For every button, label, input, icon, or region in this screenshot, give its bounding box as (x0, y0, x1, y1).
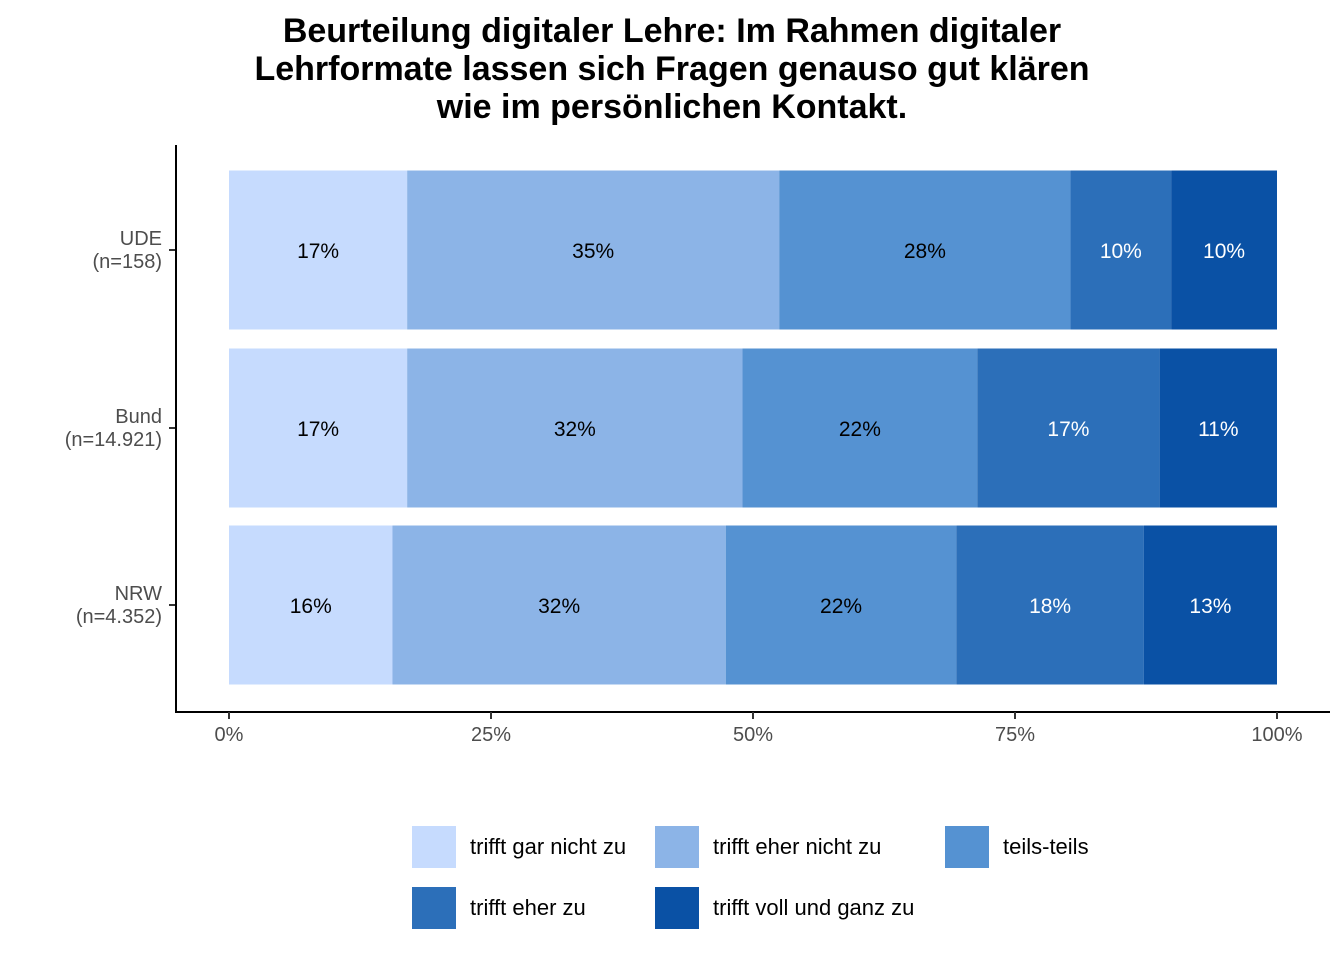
bar-data-label: 22% (839, 418, 881, 441)
bar-data-label: 17% (297, 418, 339, 441)
bar-segment (229, 348, 408, 508)
bar-data-label: 18% (1029, 595, 1071, 618)
y-tick-label-name: Bund (115, 406, 162, 428)
bars-layer: 17% 35% 28% 10% 10% 17% 32% 22% 17% 11% 16% 32% 22% 1… (229, 170, 1277, 685)
bar-data-label: 17% (1047, 418, 1089, 441)
bar-data-label: 10% (1100, 240, 1142, 263)
bar-segment (229, 525, 393, 685)
legend-item: teils-teils (945, 826, 1089, 868)
x-tick-label: 75% (995, 724, 1035, 746)
chart-title-line-1: Beurteilung digitaler Lehre: Im Rahmen d… (282, 12, 1062, 50)
legend-label: trifft voll und ganz zu (713, 895, 915, 920)
legend-label: trifft eher nicht zu (713, 834, 882, 859)
bar-segment (956, 525, 1144, 685)
legend-item: trifft gar nicht zu (412, 826, 626, 868)
y-tick-label-n: (n=4.352) (75, 606, 162, 628)
bar-data-label: 32% (538, 595, 580, 618)
chart-title-line-3: wie im persönlichen Kontakt. (436, 88, 908, 126)
bar-data-label: 13% (1189, 595, 1231, 618)
bar-segment (977, 348, 1160, 508)
bar-data-label: 11% (1198, 418, 1238, 441)
bar-segment (725, 525, 957, 685)
y-tick-label-name: UDE (119, 228, 162, 250)
x-tick-label: 25% (471, 724, 511, 746)
legend-swatch (412, 826, 456, 868)
bar-segment (742, 348, 978, 508)
legend-item: trifft eher zu (412, 887, 586, 929)
axes-layer: 0% 25% 50% 75% 100% (169, 145, 1330, 746)
y-tick-label-n: (n=14.921) (64, 429, 162, 451)
legend-label: trifft eher zu (470, 895, 586, 920)
bar-segment (407, 348, 743, 508)
bar-segment (1070, 170, 1172, 330)
legend-item: trifft eher nicht zu (655, 826, 881, 868)
bar-data-label: 32% (554, 418, 596, 441)
y-tick-label-name: NRW (114, 583, 162, 605)
x-tick-label: 50% (733, 724, 773, 746)
legend-swatch (655, 887, 699, 929)
bar-segment (407, 170, 780, 330)
bar-data-label: 10% (1203, 240, 1245, 263)
bar-segment (1171, 170, 1277, 330)
bar-segment (779, 170, 1071, 330)
bar-data-label: 28% (904, 240, 946, 263)
chart-title-line-2: Lehrformate lassen sich Fragen genauso g… (254, 50, 1090, 88)
bar-segment (229, 170, 408, 330)
legend-item: trifft voll und ganz zu (655, 887, 914, 929)
legend-label: trifft gar nicht zu (470, 834, 627, 859)
bar-segment (1159, 348, 1277, 508)
bar-segment (392, 525, 726, 685)
x-tick-label: 0% (215, 724, 244, 746)
bar-segment (1143, 525, 1277, 685)
bar-data-label: 17% (297, 240, 339, 263)
legend-swatch (655, 826, 699, 868)
bar-data-label: 22% (820, 595, 862, 618)
legend-swatch (412, 887, 456, 929)
bar-data-label: 16% (290, 595, 332, 618)
bar-data-label: 35% (572, 240, 614, 263)
y-tick-label-n: (n=158) (92, 251, 163, 273)
legend-label: teils-teils (1003, 834, 1089, 859)
x-tick-label: 100% (1251, 724, 1302, 746)
legend-swatch (945, 826, 989, 868)
